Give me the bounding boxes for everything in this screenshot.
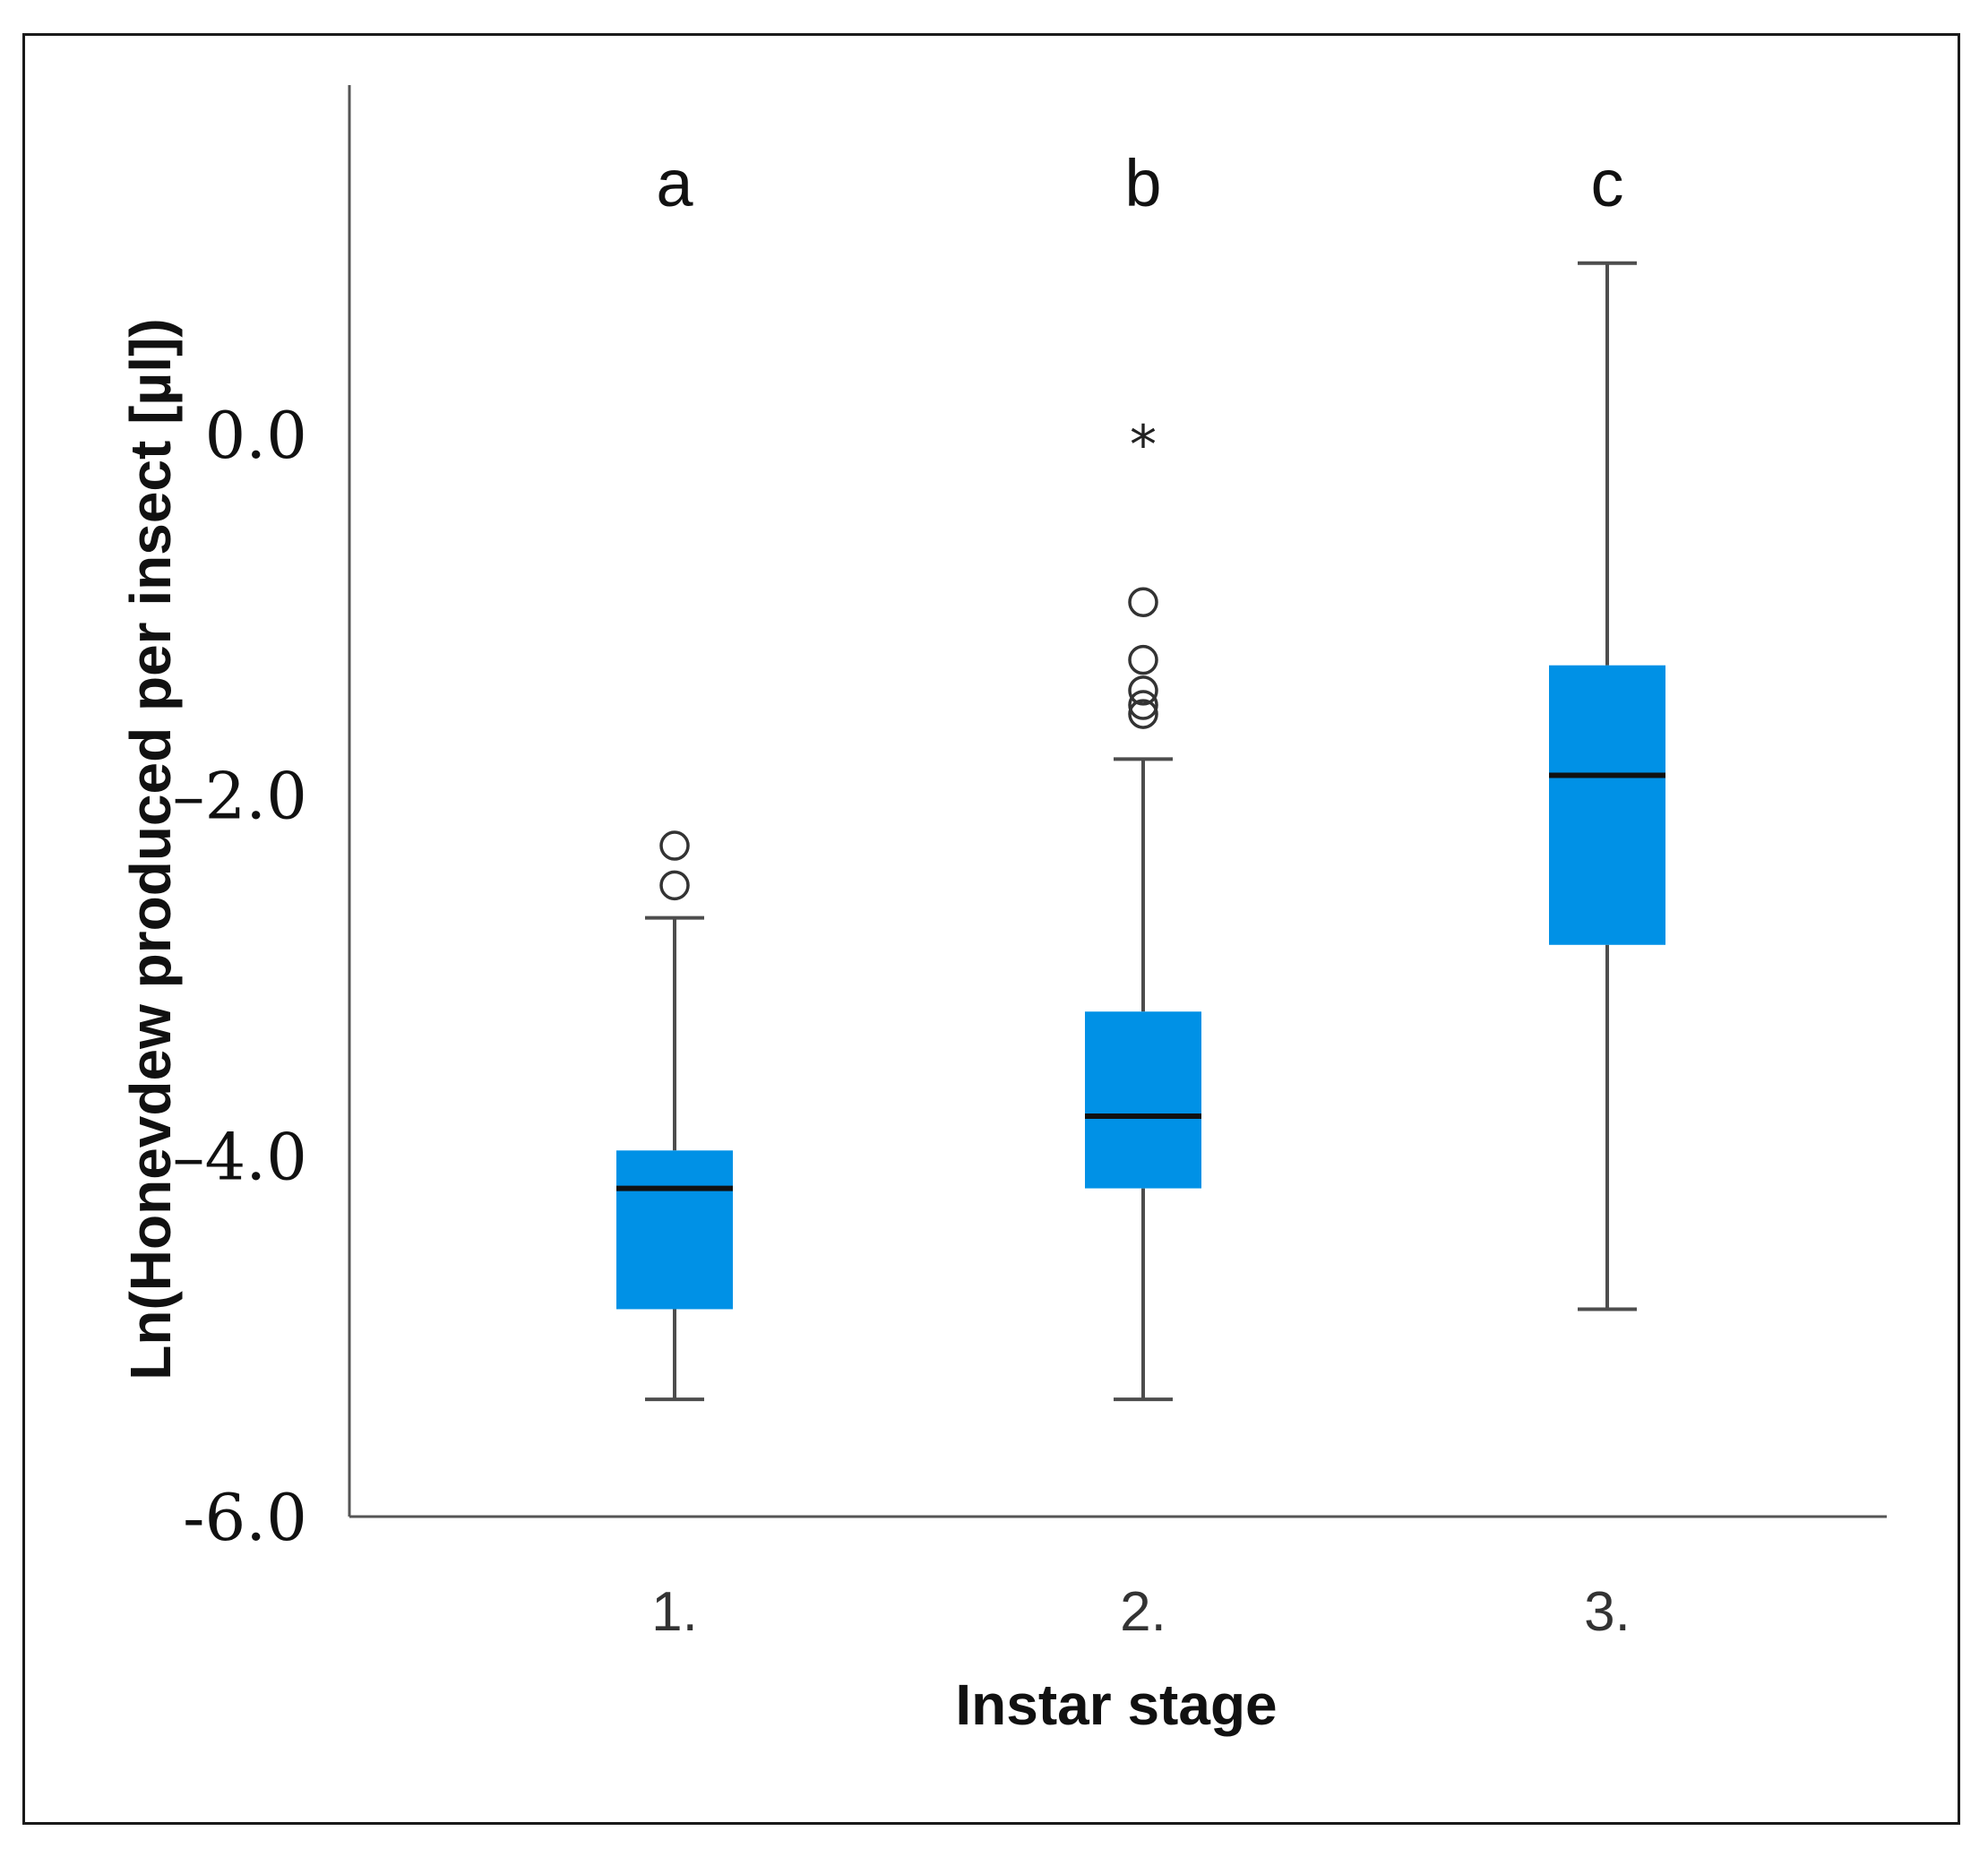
y-tick-labels: 0.0 –2.0 –4.0 -6.0	[172, 398, 307, 1555]
y-tick-label: –4.0	[172, 1119, 307, 1194]
outlier-point	[1128, 690, 1158, 720]
x-tick-label: 1.	[651, 1581, 698, 1643]
outlier-point	[1128, 644, 1158, 675]
x-tick-labels: 1. 2. 3.	[651, 1581, 1631, 1643]
outlier-point	[659, 870, 690, 901]
box-groups: *	[616, 261, 1665, 1402]
x-tick-label: 2.	[1120, 1581, 1166, 1643]
outlier-point	[1128, 699, 1158, 729]
x-tick-label: 3.	[1584, 1581, 1631, 1643]
significance-letter: c	[1591, 146, 1624, 220]
outlier-point	[1128, 675, 1158, 706]
iqr-box	[1085, 1011, 1201, 1189]
axes	[348, 85, 1887, 1518]
y-axis-title: Ln(Honevdew produced per insect [µl])	[118, 318, 183, 1380]
box-group	[616, 830, 733, 1402]
x-axis-title: Instar stage	[955, 1672, 1277, 1737]
significance-letter: a	[656, 146, 693, 220]
box-group: *	[1085, 414, 1201, 1402]
y-tick-label: 0.0	[204, 398, 307, 473]
iqr-box	[1549, 665, 1665, 945]
iqr-box	[616, 1150, 733, 1310]
significance-letter: b	[1124, 146, 1161, 220]
y-tick-label: -6.0	[183, 1480, 307, 1555]
significance-letters: a b c	[656, 146, 1623, 220]
y-tick-label: –2.0	[172, 759, 307, 834]
extreme-point: *	[1130, 414, 1157, 477]
box-group	[1549, 261, 1665, 1311]
boxplot-chart: 0.0 –2.0 –4.0 -6.0 1. 2. 3. a b c * Ln(Honevdew…	[118, 85, 1887, 1737]
outlier-point	[659, 830, 690, 861]
outlier-point	[1128, 587, 1158, 617]
figure-frame: 0.0 –2.0 –4.0 -6.0 1. 2. 3. a b c * Ln(Honevdew…	[22, 33, 1960, 1825]
